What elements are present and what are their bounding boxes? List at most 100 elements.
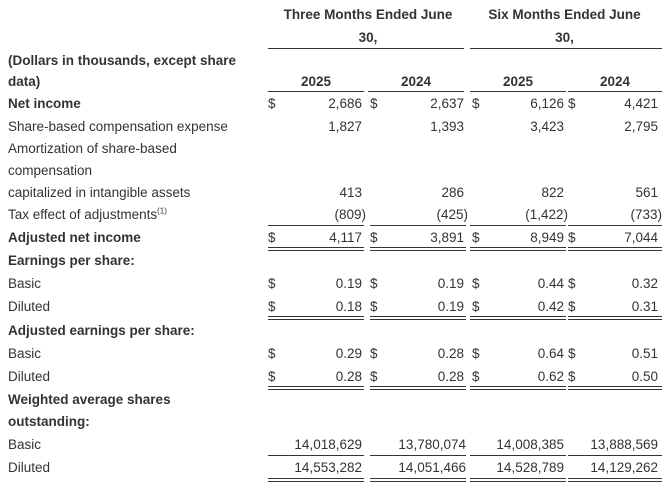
row-label-eps-basic: Basic [8,276,42,291]
six-months-header: Six Months Ended June [488,7,641,22]
units-note: (Dollars in thousands, except share [8,53,237,68]
total-double-rule [370,386,466,390]
currency-symbol: $ [268,230,276,245]
row-label-adjusted-net-income: Adjusted net income [8,230,141,245]
subtotal-rule [268,455,364,456]
cell-value: 13,888,569 [590,437,658,452]
row-label-amortization-cont: capitalized in intangible assets [8,185,191,200]
section-label-adjusted-eps: Adjusted earnings per share: [8,323,195,338]
cell-value: 7,044 [624,230,658,245]
tax-effect-label: Tax effect of adjustments [8,207,158,222]
three-months-underline [268,48,464,49]
currency-symbol: $ [472,230,480,245]
currency-symbol: $ [472,96,480,111]
year-header: 2024 [400,74,432,89]
cell-value: 413 [339,185,362,200]
cell-value: (425) [436,207,468,222]
cell-value: 822 [541,185,564,200]
total-double-rule [370,247,466,251]
currency-symbol: $ [568,230,576,245]
cell-value: 0.32 [631,276,658,291]
row-label-net-income: Net income [8,96,81,111]
cell-value: 4,421 [624,96,658,111]
cell-value: (809) [334,207,366,222]
currency-symbol: $ [568,96,576,111]
cell-value: 8,949 [530,230,564,245]
cell-value: 0.42 [537,299,564,314]
cell-value: 2,637 [430,96,464,111]
total-double-rule [470,386,566,390]
total-double-rule [568,478,662,482]
cell-value: 14,051,466 [398,460,466,475]
year-header: 2024 [599,74,631,89]
cell-value: 286 [441,185,464,200]
cell-value: 0.18 [335,299,362,314]
subtotal-rule [568,225,662,226]
total-double-rule [568,316,662,320]
footnote-marker: (1) [157,206,167,216]
currency-symbol: $ [370,369,378,384]
cell-value: 14,129,262 [590,460,658,475]
currency-symbol: $ [370,96,378,111]
total-double-rule [568,386,662,390]
row-label-shares-diluted: Diluted [8,460,51,475]
units-note-cont: data) [8,74,41,89]
row-label-tax-effect: Tax effect of adjustments(1) [8,206,167,224]
cell-value: 13,780,074 [398,437,466,452]
total-double-rule [470,478,566,482]
currency-symbol: $ [568,276,576,291]
cell-value: 0.28 [437,369,464,384]
subtotal-rule [268,225,364,226]
year-header: 2025 [502,74,534,89]
currency-symbol: $ [268,96,276,111]
year-underline [368,91,464,92]
cell-value: 3,891 [430,230,464,245]
cell-value: 0.62 [537,369,564,384]
cell-value: 2,795 [624,119,658,134]
row-label-amortization: Amortization of share-based [8,141,177,156]
currency-symbol: $ [370,299,378,314]
section-label-weighted-shares: Weighted average shares [8,392,171,407]
currency-symbol: $ [268,369,276,384]
cell-value: 0.19 [437,299,464,314]
cell-value: 1,393 [430,119,464,134]
cell-value: 14,553,282 [294,460,362,475]
total-double-rule [470,316,566,320]
cell-value: 14,008,385 [496,437,564,452]
cell-value: 561 [635,185,658,200]
cell-value: 0.19 [335,276,362,291]
currency-symbol: $ [568,346,576,361]
row-label-adjusted-eps-diluted: Diluted [8,369,51,384]
year-underline [568,91,662,92]
cell-value: 0.31 [631,299,658,314]
subtotal-rule [370,455,466,456]
currency-symbol: $ [370,346,378,361]
row-label-amortization-cont: compensation [8,163,93,178]
currency-symbol: $ [472,276,480,291]
year-underline [268,91,364,92]
year-header: 2025 [300,74,332,89]
row-label-shares-basic: Basic [8,437,42,452]
total-double-rule [268,386,364,390]
cell-value: 1,827 [328,119,362,134]
year-underline [470,91,566,92]
cell-value: 3,423 [530,119,564,134]
six-months-header-cont: 30, [555,30,574,45]
currency-symbol: $ [370,230,378,245]
currency-symbol: $ [472,346,480,361]
subtotal-rule [568,455,662,456]
cell-value: 0.44 [537,276,564,291]
row-label-adjusted-eps-basic: Basic [8,346,42,361]
cell-value: 0.19 [437,276,464,291]
cell-value: 0.50 [631,369,658,384]
total-double-rule [568,247,662,251]
three-months-header-cont: 30, [358,30,378,45]
cell-value: 0.28 [335,369,362,384]
total-double-rule [268,247,364,251]
currency-symbol: $ [472,299,480,314]
subtotal-rule [470,455,566,456]
total-double-rule [370,316,466,320]
row-label-sbc: Share-based compensation expense [8,119,228,134]
section-label-weighted-shares-cont: outstanding: [8,414,90,429]
cell-value: 14,528,789 [496,460,564,475]
